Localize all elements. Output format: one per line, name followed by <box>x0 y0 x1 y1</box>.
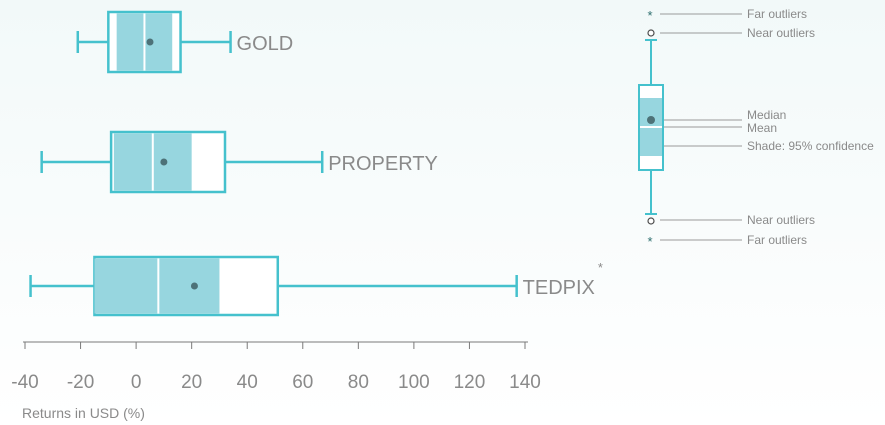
x-tick-label--40: -40 <box>11 372 38 393</box>
x-tick-label--20: -20 <box>67 372 94 393</box>
category-label-gold: GOLD <box>237 33 294 55</box>
x-tick-label-80: 80 <box>348 372 369 393</box>
x-tick-label-100: 100 <box>398 372 430 393</box>
legend-label-mean: Mean <box>747 121 777 135</box>
legend-label-shade: Shade: 95% confidence <box>747 139 874 153</box>
legend: * Far outliers Near outliers Median Mean… <box>638 7 874 249</box>
box-gold: GOLD <box>76 10 294 74</box>
x-tick-label-20: 20 <box>181 372 202 393</box>
far-outlier-tedpix: * <box>598 260 603 275</box>
legend-far-outlier-top-symbol: * <box>647 8 652 23</box>
mean-dot-tedpix <box>190 282 198 290</box>
legend-label-near-outliers-bottom: Near outliers <box>747 213 815 227</box>
mean-dot-gold <box>146 38 154 46</box>
x-tick-label-60: 60 <box>292 372 313 393</box>
x-tick-label-120: 120 <box>454 372 486 393</box>
plot-area: GOLD PROPERTY TEDPIX* <box>29 10 603 317</box>
x-axis: -40 -20 0 20 40 60 80 100 120 140 <box>11 341 541 393</box>
box-property: PROPERTY <box>40 130 438 194</box>
legend-near-outlier-bottom-symbol <box>647 217 655 225</box>
ci-shade-tedpix <box>94 258 220 314</box>
legend-label-near-outliers-top: Near outliers <box>747 26 815 40</box>
category-label-property: PROPERTY <box>328 153 438 175</box>
mean-dot-property <box>160 158 168 166</box>
legend-far-outlier-bottom-symbol: * <box>647 234 652 249</box>
x-axis-title: Returns in USD (%) <box>22 405 145 421</box>
x-tick-label-40: 40 <box>237 372 258 393</box>
legend-mean-dot <box>647 116 655 124</box>
x-tick-label-140: 140 <box>509 372 541 393</box>
legend-label-far-outliers-top: Far outliers <box>747 7 807 21</box>
category-label-tedpix: TEDPIX <box>523 277 595 299</box>
legend-near-outlier-top-symbol <box>647 29 655 37</box>
legend-label-median: Median <box>747 108 786 122</box>
x-tick-label-0: 0 <box>131 372 142 393</box>
legend-label-far-outliers-bottom: Far outliers <box>747 233 807 247</box>
box-tedpix: TEDPIX* <box>29 255 603 317</box>
